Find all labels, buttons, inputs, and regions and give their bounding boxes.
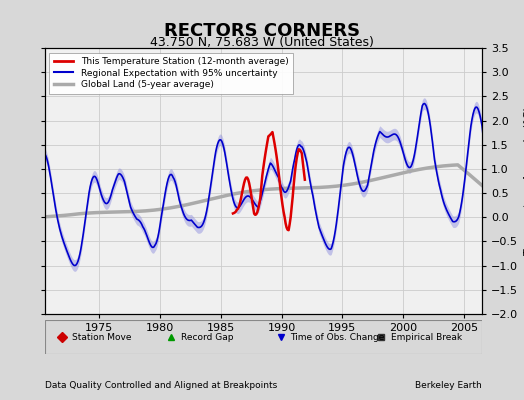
- Text: RECTORS CORNERS: RECTORS CORNERS: [164, 22, 360, 40]
- Text: Station Move: Station Move: [72, 332, 131, 342]
- Text: Empirical Break: Empirical Break: [391, 332, 462, 342]
- Text: Record Gap: Record Gap: [181, 332, 234, 342]
- Text: Time of Obs. Change: Time of Obs. Change: [290, 332, 385, 342]
- Legend: This Temperature Station (12-month average), Regional Expectation with 95% uncer: This Temperature Station (12-month avera…: [49, 52, 293, 94]
- Text: Berkeley Earth: Berkeley Earth: [416, 381, 482, 390]
- Text: 43.750 N, 75.683 W (United States): 43.750 N, 75.683 W (United States): [150, 36, 374, 49]
- Text: Data Quality Controlled and Aligned at Breakpoints: Data Quality Controlled and Aligned at B…: [45, 381, 277, 390]
